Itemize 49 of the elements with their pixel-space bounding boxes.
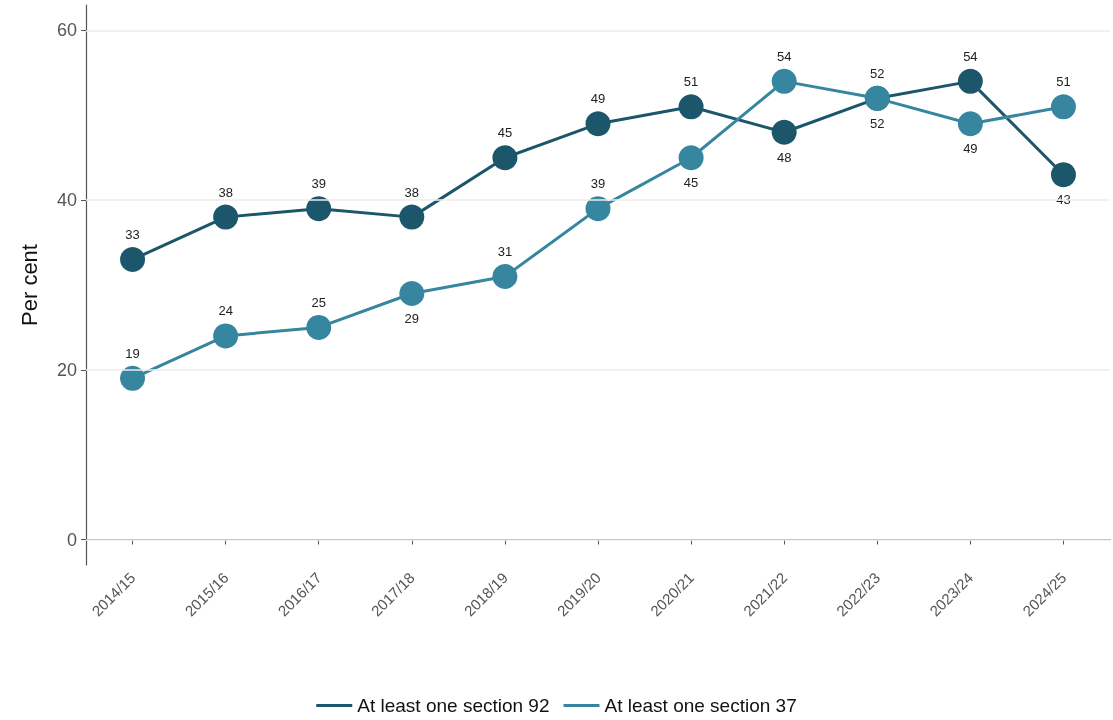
data-label: 52 (870, 115, 885, 131)
data-label: 52 (870, 65, 885, 81)
point (1050, 94, 1076, 120)
y-tick-label: 0 (66, 529, 77, 550)
point (399, 280, 425, 306)
data-label: 29 (404, 310, 420, 326)
point (120, 247, 146, 273)
point (585, 196, 611, 222)
point (678, 145, 704, 171)
data-label: 54 (963, 48, 978, 64)
data-label: 25 (311, 294, 326, 310)
y-axis-title: Per cent (16, 244, 42, 326)
data-label: 43 (1056, 192, 1071, 208)
data-label: 51 (1056, 74, 1071, 90)
data-label: 51 (683, 74, 699, 90)
data-label: 54 (776, 48, 792, 64)
point (957, 68, 983, 94)
data-label: 33 (125, 227, 140, 243)
data-label: 45 (497, 125, 513, 141)
y-tick-label: 40 (56, 190, 77, 211)
legend-label: At least one section 37 (604, 695, 797, 716)
data-label: 31 (497, 244, 513, 260)
legend-label: At least one section 92 (357, 695, 550, 716)
point (492, 145, 518, 171)
point (1050, 162, 1076, 188)
data-label: 45 (683, 175, 699, 191)
point (306, 314, 332, 340)
point (306, 196, 332, 222)
point (120, 365, 146, 391)
data-label: 49 (963, 141, 978, 157)
data-label: 19 (125, 345, 140, 361)
data-label: 39 (590, 176, 606, 192)
point (492, 264, 518, 290)
point (771, 68, 797, 94)
data-label: 49 (590, 91, 606, 107)
point (399, 204, 425, 230)
y-tick-label: 60 (56, 20, 77, 41)
point (585, 111, 611, 137)
point (771, 119, 797, 145)
data-label: 38 (218, 184, 233, 200)
point (678, 94, 704, 120)
y-tick-label: 20 (56, 359, 77, 380)
point (213, 204, 239, 230)
point (213, 323, 239, 349)
data-label: 38 (404, 184, 420, 200)
data-label: 39 (311, 176, 326, 192)
data-label: 48 (776, 149, 792, 165)
point (957, 111, 983, 137)
data-label: 24 (218, 303, 233, 319)
